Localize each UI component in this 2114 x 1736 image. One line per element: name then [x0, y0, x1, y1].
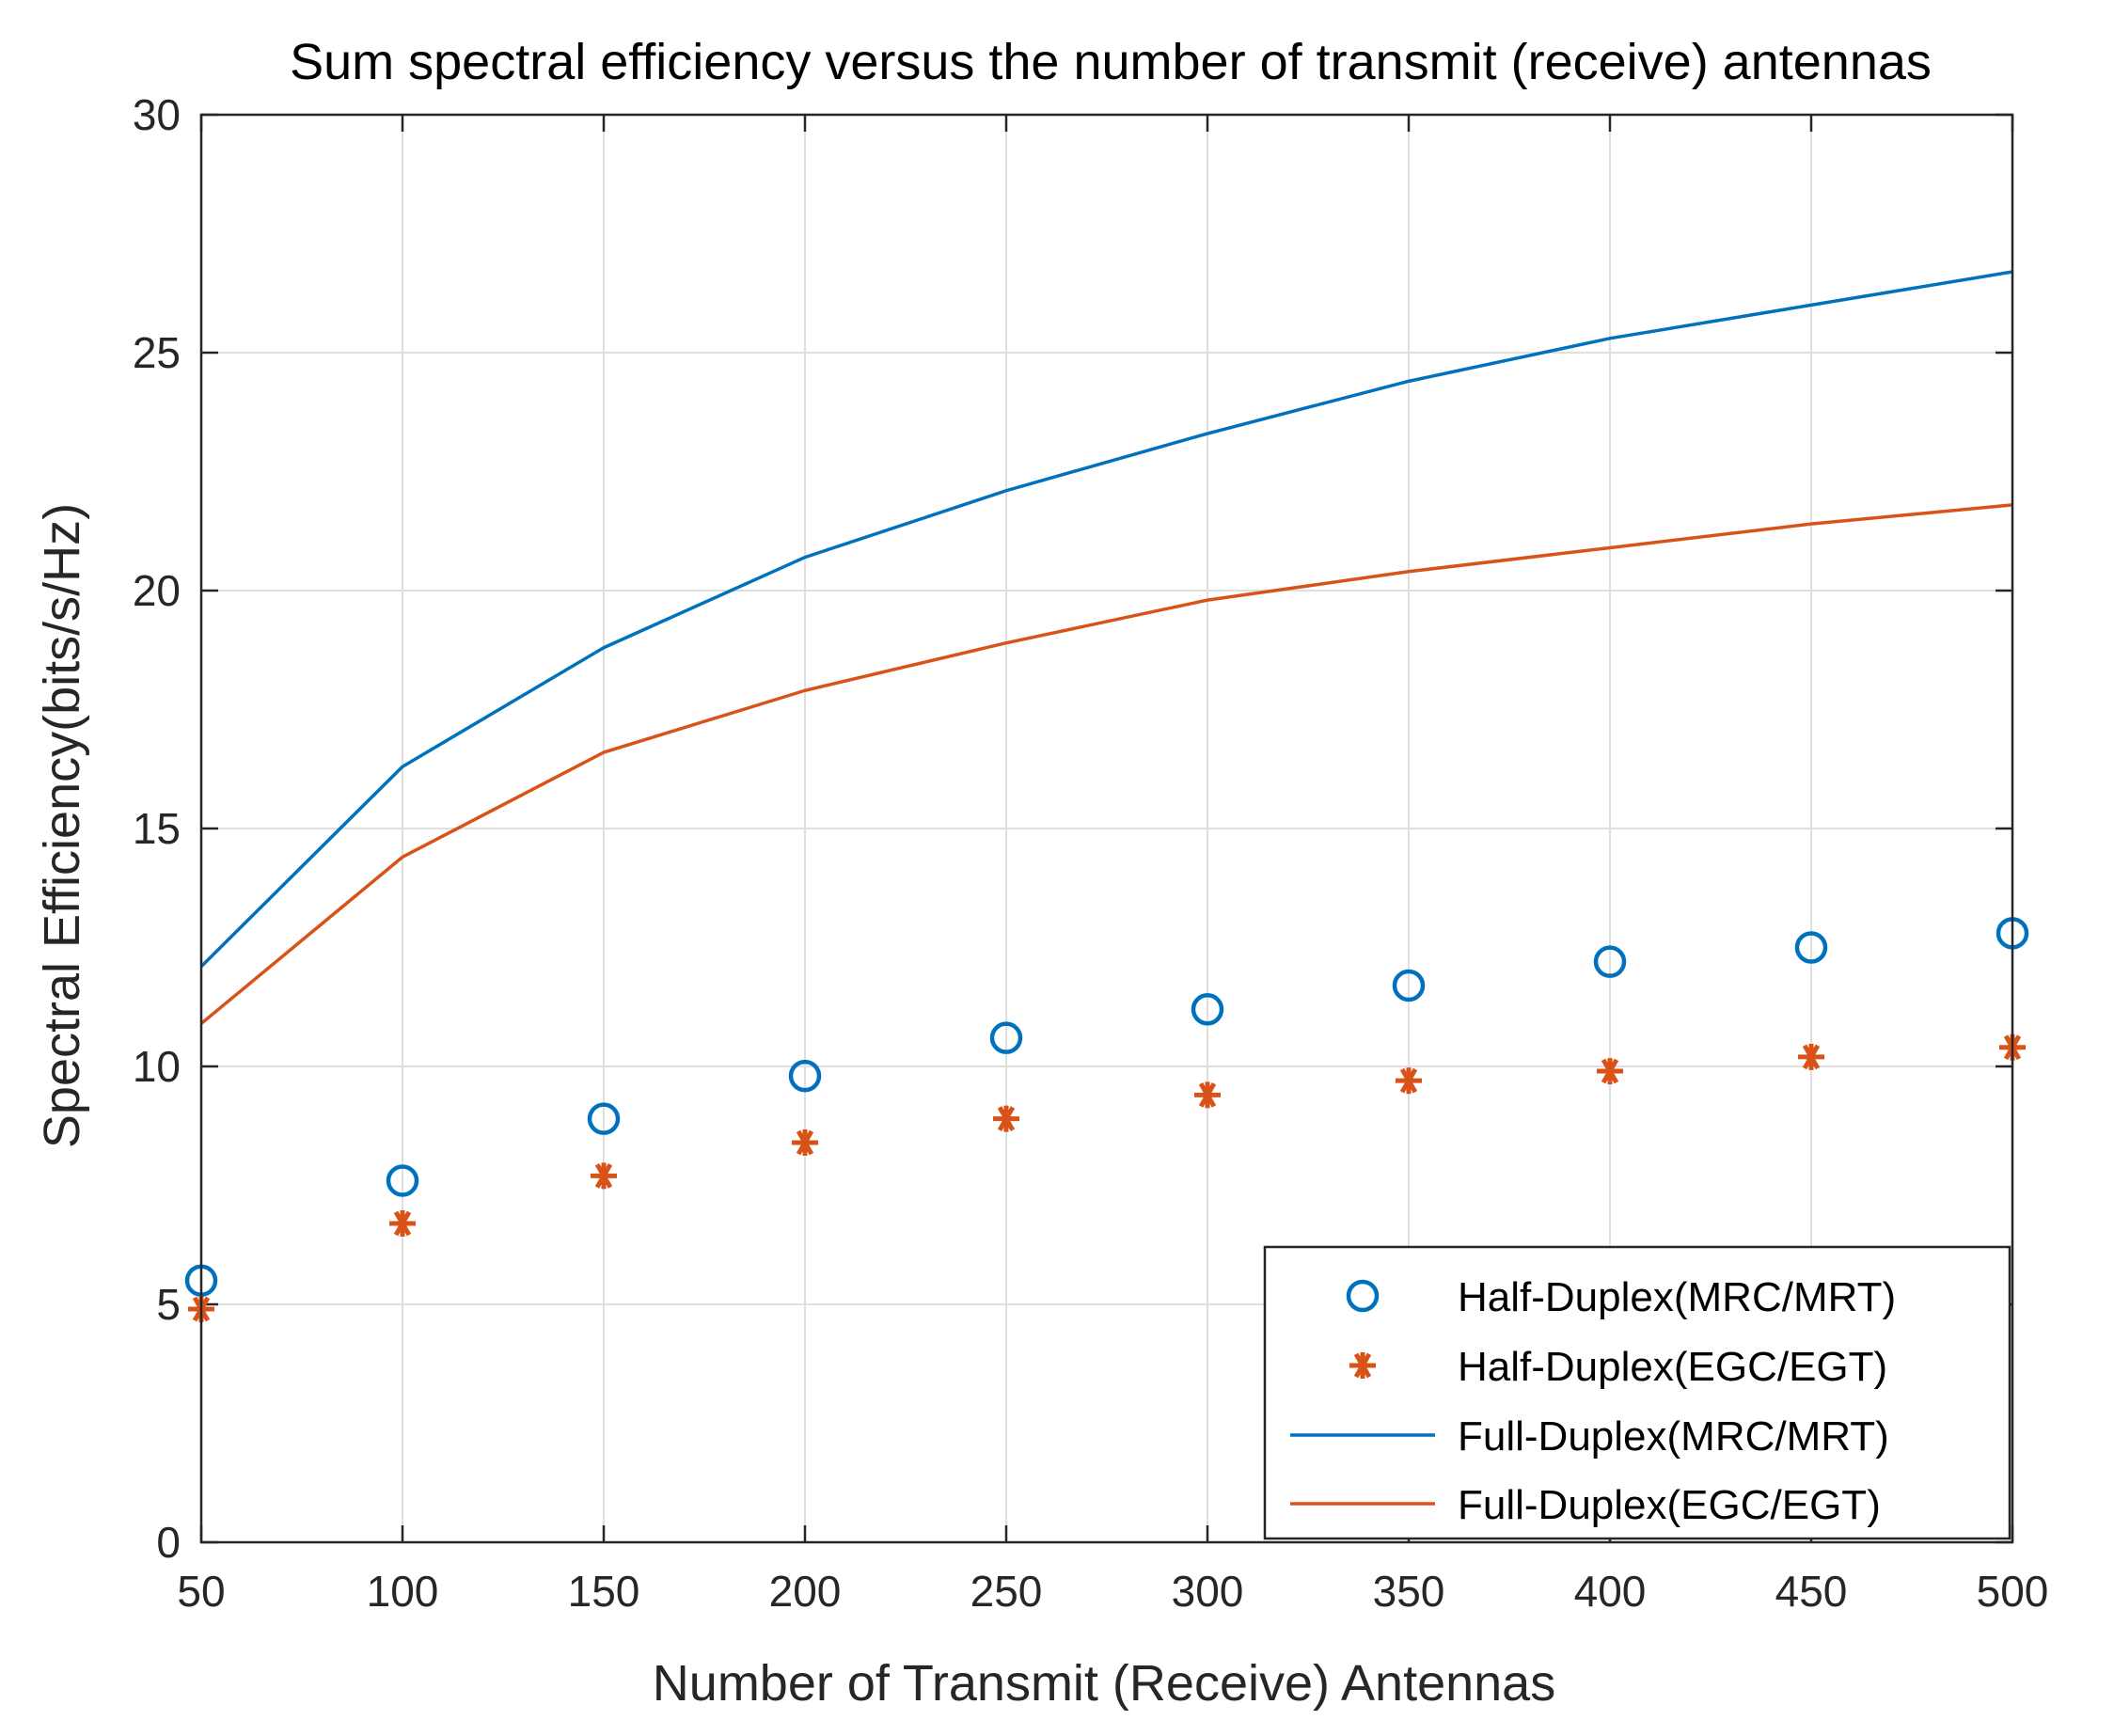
x-tick-label: 450 — [1775, 1567, 1848, 1616]
data-point-star — [792, 1128, 818, 1156]
x-tick-label: 100 — [367, 1567, 439, 1616]
series-3 — [199, 270, 2013, 968]
series-2 — [188, 1034, 2026, 1323]
data-point-circle — [386, 1164, 419, 1197]
y-tick-label: 10 — [133, 1042, 181, 1091]
x-tick-label: 50 — [177, 1567, 225, 1616]
x-tick-label: 150 — [568, 1567, 640, 1616]
y-tick-label: 25 — [133, 328, 181, 377]
legend-circle-swatch — [1346, 1279, 1380, 1313]
data-point-circle — [1191, 993, 1224, 1026]
data-point-star — [1597, 1058, 1623, 1085]
data-point-circle — [989, 1021, 1023, 1054]
y-tick-label: 20 — [133, 566, 181, 615]
legend-item: Half-Duplex(MRC/MRT) — [1346, 1274, 1896, 1320]
data-point-star — [1798, 1043, 1824, 1070]
data-point-star — [389, 1209, 416, 1237]
x-tick-label: 300 — [1172, 1567, 1244, 1616]
data-point-circle — [1392, 969, 1426, 1002]
x-tick-label: 200 — [769, 1567, 842, 1616]
y-tick-label: 5 — [156, 1280, 181, 1329]
series-line — [199, 503, 2013, 1025]
x-axis-title: Number of Transmit (Receive) Antennas — [653, 1655, 1555, 1712]
legend-label: Full-Duplex(EGC/EGT) — [1458, 1482, 1881, 1528]
y-tick-label: 15 — [133, 804, 181, 853]
y-tick-label: 0 — [156, 1518, 181, 1567]
data-point-circle — [788, 1059, 822, 1093]
y-axis-title: Spectral Efficiency(bits/s/Hz) — [34, 503, 90, 1148]
data-point-star — [591, 1162, 617, 1190]
legend-label: Half-Duplex(EGC/EGT) — [1458, 1344, 1887, 1390]
axes-box — [199, 113, 2014, 1544]
x-tick-label: 400 — [1574, 1567, 1647, 1616]
data-point-star — [1194, 1081, 1221, 1109]
x-tick-label: 250 — [970, 1567, 1043, 1616]
legend-item: Half-Duplex(EGC/EGT) — [1349, 1344, 1887, 1390]
legend-label: Half-Duplex(MRC/MRT) — [1458, 1274, 1896, 1320]
data-point-circle — [1593, 945, 1627, 978]
y-tick-label: 30 — [133, 90, 181, 139]
legend-item: Full-Duplex(EGC/EGT) — [1290, 1482, 1881, 1528]
series-line — [199, 270, 2013, 968]
legend-item: Full-Duplex(MRC/MRT) — [1290, 1413, 1889, 1460]
legend-box — [1263, 1245, 2011, 1540]
legend: Half-Duplex(MRC/MRT) Half-Duplex(EGC/EGT)… — [1263, 1245, 2011, 1540]
legend-label: Full-Duplex(MRC/MRT) — [1458, 1413, 1889, 1460]
data-point-star — [993, 1105, 1019, 1132]
chart-title: Sum spectral efficiency versus the numbe… — [290, 34, 1932, 90]
data-point-circle — [587, 1102, 621, 1135]
series-4 — [199, 503, 2013, 1025]
data-point-star — [1396, 1067, 1422, 1095]
x-tick-label: 500 — [1977, 1567, 2049, 1616]
data-point-circle — [1794, 931, 1828, 964]
x-tick-label: 350 — [1373, 1567, 1445, 1616]
legend-star-swatch — [1349, 1352, 1376, 1379]
